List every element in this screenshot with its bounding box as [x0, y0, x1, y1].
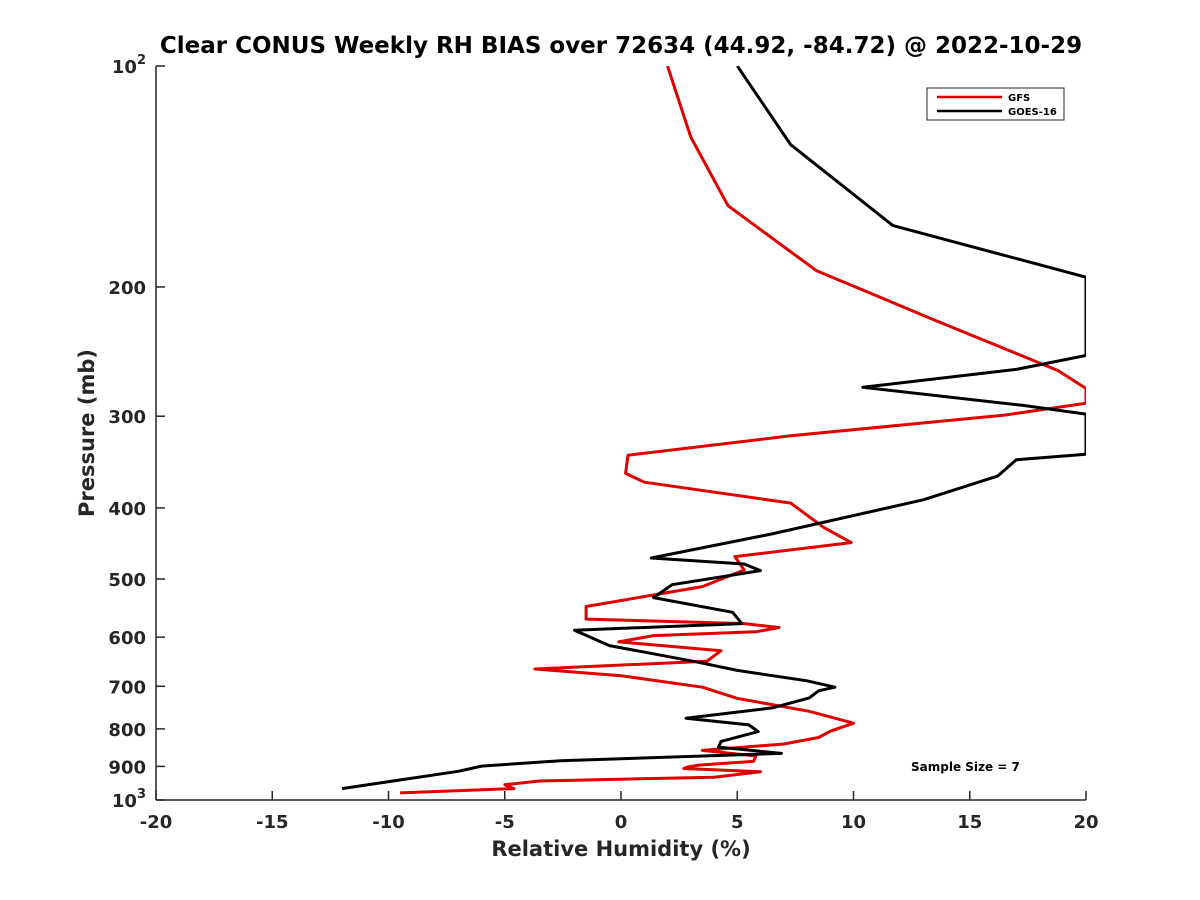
series-line-goes-16: [341, 66, 1086, 791]
chart-title: Clear CONUS Weekly RH BIAS over 72634 (4…: [160, 33, 1082, 59]
x-tick-label: 15: [957, 812, 982, 833]
x-axis-label: Relative Humidity (%): [491, 837, 750, 861]
y-tick-label: 102: [112, 53, 146, 78]
legend: GFS GOES-16: [926, 87, 1065, 121]
ticks: -20 -15 -10 -5 0 5 10 15 20 102 200 300 400 500 600 700…: [108, 53, 1098, 833]
legend-label-gfs: GFS: [1008, 93, 1030, 104]
y-axis-label: Pressure (mb): [75, 349, 99, 517]
y-tick-label: 103: [112, 787, 146, 812]
series-layer: [341, 66, 1086, 795]
legend-label-goes-16: GOES-16: [1008, 107, 1057, 118]
y-tick-label: 800: [108, 720, 146, 741]
y-tick-label: 400: [108, 499, 146, 520]
x-tick-label: 5: [731, 812, 744, 833]
x-tick-label: -10: [372, 812, 405, 833]
y-tick-label: 500: [108, 570, 146, 591]
series-line-gfs: [400, 66, 1086, 795]
sample-size-annotation: Sample Size = 7: [911, 760, 1020, 774]
x-tick-label: -20: [140, 812, 173, 833]
legend-box: [926, 87, 1065, 121]
x-tick-label: 0: [615, 812, 628, 833]
x-tick-label: 20: [1073, 812, 1098, 833]
x-tick-label: 10: [841, 812, 866, 833]
x-tick-label: -15: [256, 812, 289, 833]
y-tick-label: 300: [108, 407, 146, 428]
y-tick-label: 600: [108, 628, 146, 649]
y-tick-label: 200: [108, 278, 146, 299]
y-tick-label: 700: [108, 677, 146, 698]
y-tick-label: 900: [108, 757, 146, 778]
x-tick-label: -5: [495, 812, 515, 833]
